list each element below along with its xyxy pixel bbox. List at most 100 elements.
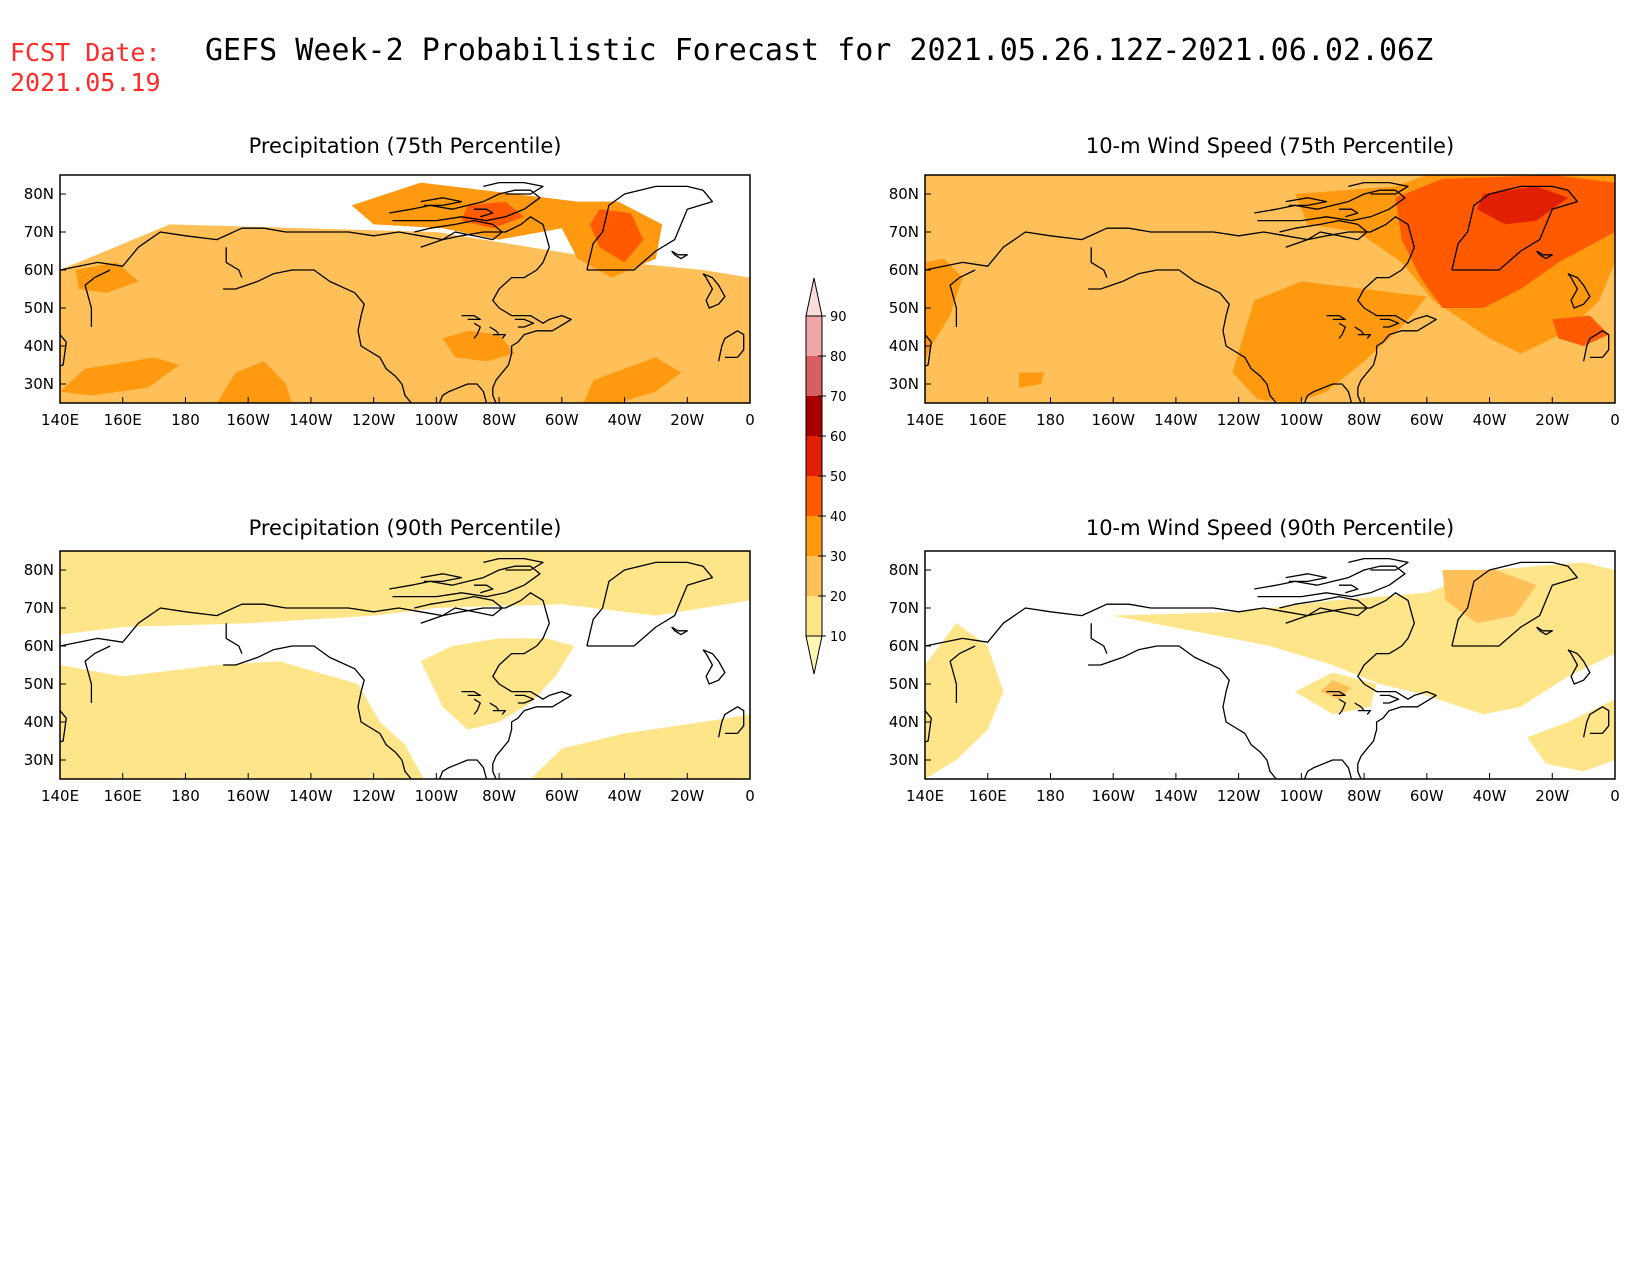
lon-tick-label: 140E bbox=[906, 411, 944, 429]
lon-tick-label: 0 bbox=[1610, 787, 1620, 805]
probability-region bbox=[60, 357, 180, 396]
colorbar-label: 10 bbox=[830, 630, 847, 645]
coastline bbox=[1379, 318, 1400, 328]
colorbar-label: 90 bbox=[830, 310, 847, 325]
lat-tick-label: 80N bbox=[24, 561, 54, 579]
coastline bbox=[1379, 694, 1400, 704]
probability-region bbox=[1395, 175, 1615, 308]
coastline bbox=[474, 208, 494, 218]
coastline bbox=[489, 326, 500, 336]
coastline bbox=[223, 645, 412, 779]
coastline bbox=[586, 561, 714, 647]
coastline bbox=[499, 333, 507, 339]
lat-tick-label: 70N bbox=[24, 223, 54, 241]
coastline bbox=[84, 269, 111, 327]
lat-tick-label: 80N bbox=[24, 185, 54, 203]
colorbar-label: 30 bbox=[830, 550, 847, 565]
probability-region bbox=[1019, 372, 1045, 388]
coastline bbox=[60, 592, 572, 779]
lon-tick-label: 180 bbox=[1036, 411, 1065, 429]
coastline bbox=[702, 273, 726, 309]
coastline bbox=[1088, 645, 1277, 779]
lon-tick-label: 60W bbox=[1410, 787, 1444, 805]
colorbar-upper-extension bbox=[805, 277, 823, 317]
coastline bbox=[483, 557, 544, 571]
coastline bbox=[1567, 273, 1591, 309]
lat-tick-label: 60N bbox=[889, 637, 919, 655]
lon-tick-label: 40W bbox=[1473, 787, 1507, 805]
coastline bbox=[514, 694, 535, 704]
map-panel-wind-90: 10-m Wind Speed (90th Percentile) 140E 160… bbox=[889, 516, 1620, 805]
colorbar-label: 80 bbox=[830, 350, 847, 365]
colorbar-segment bbox=[806, 596, 822, 636]
coastline bbox=[414, 595, 503, 624]
lon-tick-label: 20W bbox=[1535, 787, 1569, 805]
lat-tick-label: 70N bbox=[889, 599, 919, 617]
lon-tick-label: 160W bbox=[226, 411, 270, 429]
lat-tick-label: 50N bbox=[24, 299, 54, 317]
coastline bbox=[1326, 314, 1346, 321]
lon-tick-label: 160E bbox=[969, 787, 1007, 805]
lat-tick-label: 80N bbox=[889, 561, 919, 579]
lon-tick-label: 180 bbox=[171, 411, 200, 429]
coastline bbox=[1285, 573, 1328, 583]
lon-tick-label: 40W bbox=[608, 787, 642, 805]
coastline bbox=[1090, 247, 1108, 278]
lon-tick-label: 140W bbox=[1154, 411, 1198, 429]
coastline bbox=[1582, 706, 1610, 738]
coastline bbox=[1354, 326, 1365, 336]
lat-tick-label: 30N bbox=[889, 751, 919, 769]
coastline bbox=[1339, 584, 1359, 594]
lon-tick-label: 40W bbox=[1473, 411, 1507, 429]
coastline bbox=[1451, 561, 1579, 647]
fcst-label: FCST Date: bbox=[10, 38, 161, 67]
lon-tick-label: 120W bbox=[352, 411, 396, 429]
colorbar-segment bbox=[806, 356, 822, 396]
panel-title: Precipitation (90th Percentile) bbox=[249, 516, 562, 540]
lon-tick-label: 140W bbox=[289, 411, 333, 429]
coastline bbox=[60, 710, 67, 743]
colorbar-label: 40 bbox=[830, 510, 847, 525]
coastline bbox=[1567, 649, 1591, 685]
coastline bbox=[420, 197, 463, 207]
probability-region bbox=[75, 262, 139, 293]
panel-title: 10-m Wind Speed (75th Percentile) bbox=[1086, 134, 1454, 158]
colorbar-segment bbox=[806, 556, 822, 596]
probability-region bbox=[583, 357, 681, 403]
lat-tick-label: 80N bbox=[889, 185, 919, 203]
map-frame bbox=[59, 174, 751, 404]
lon-tick-label: 40W bbox=[608, 411, 642, 429]
lon-tick-label: 140W bbox=[1154, 787, 1198, 805]
coastline bbox=[671, 250, 688, 260]
coastline bbox=[1348, 181, 1409, 195]
coastlines bbox=[60, 181, 745, 403]
lon-tick-label: 120W bbox=[352, 787, 396, 805]
coastline bbox=[389, 189, 541, 222]
coastline bbox=[1536, 626, 1553, 636]
probability-region bbox=[1552, 315, 1609, 346]
fcst-date: 2021.05.19 bbox=[10, 68, 161, 97]
coastline bbox=[1303, 383, 1353, 403]
coastline bbox=[1451, 185, 1579, 271]
lon-tick-label: 140E bbox=[906, 787, 944, 805]
coastline bbox=[438, 759, 488, 779]
lat-tick-label: 70N bbox=[24, 599, 54, 617]
lon-tick-label: 20W bbox=[670, 411, 704, 429]
map-panel-precip-90: Precipitation (90th Percentile) 140E 160E 1… bbox=[24, 516, 755, 805]
coastline bbox=[414, 219, 503, 248]
lon-tick-label: 140E bbox=[41, 411, 79, 429]
coastline bbox=[1303, 759, 1353, 779]
lat-tick-label: 30N bbox=[889, 375, 919, 393]
lon-tick-label: 160E bbox=[104, 787, 142, 805]
probability-region bbox=[216, 361, 293, 403]
coastline bbox=[925, 216, 1437, 403]
coastline bbox=[671, 626, 688, 636]
lat-tick-label: 40N bbox=[889, 713, 919, 731]
coastline bbox=[949, 645, 976, 703]
lon-tick-label: 60W bbox=[545, 787, 579, 805]
lat-tick-label: 50N bbox=[24, 675, 54, 693]
probability-region bbox=[590, 209, 644, 263]
panel-title: 10-m Wind Speed (90th Percentile) bbox=[1086, 516, 1454, 540]
coastline bbox=[489, 702, 500, 712]
